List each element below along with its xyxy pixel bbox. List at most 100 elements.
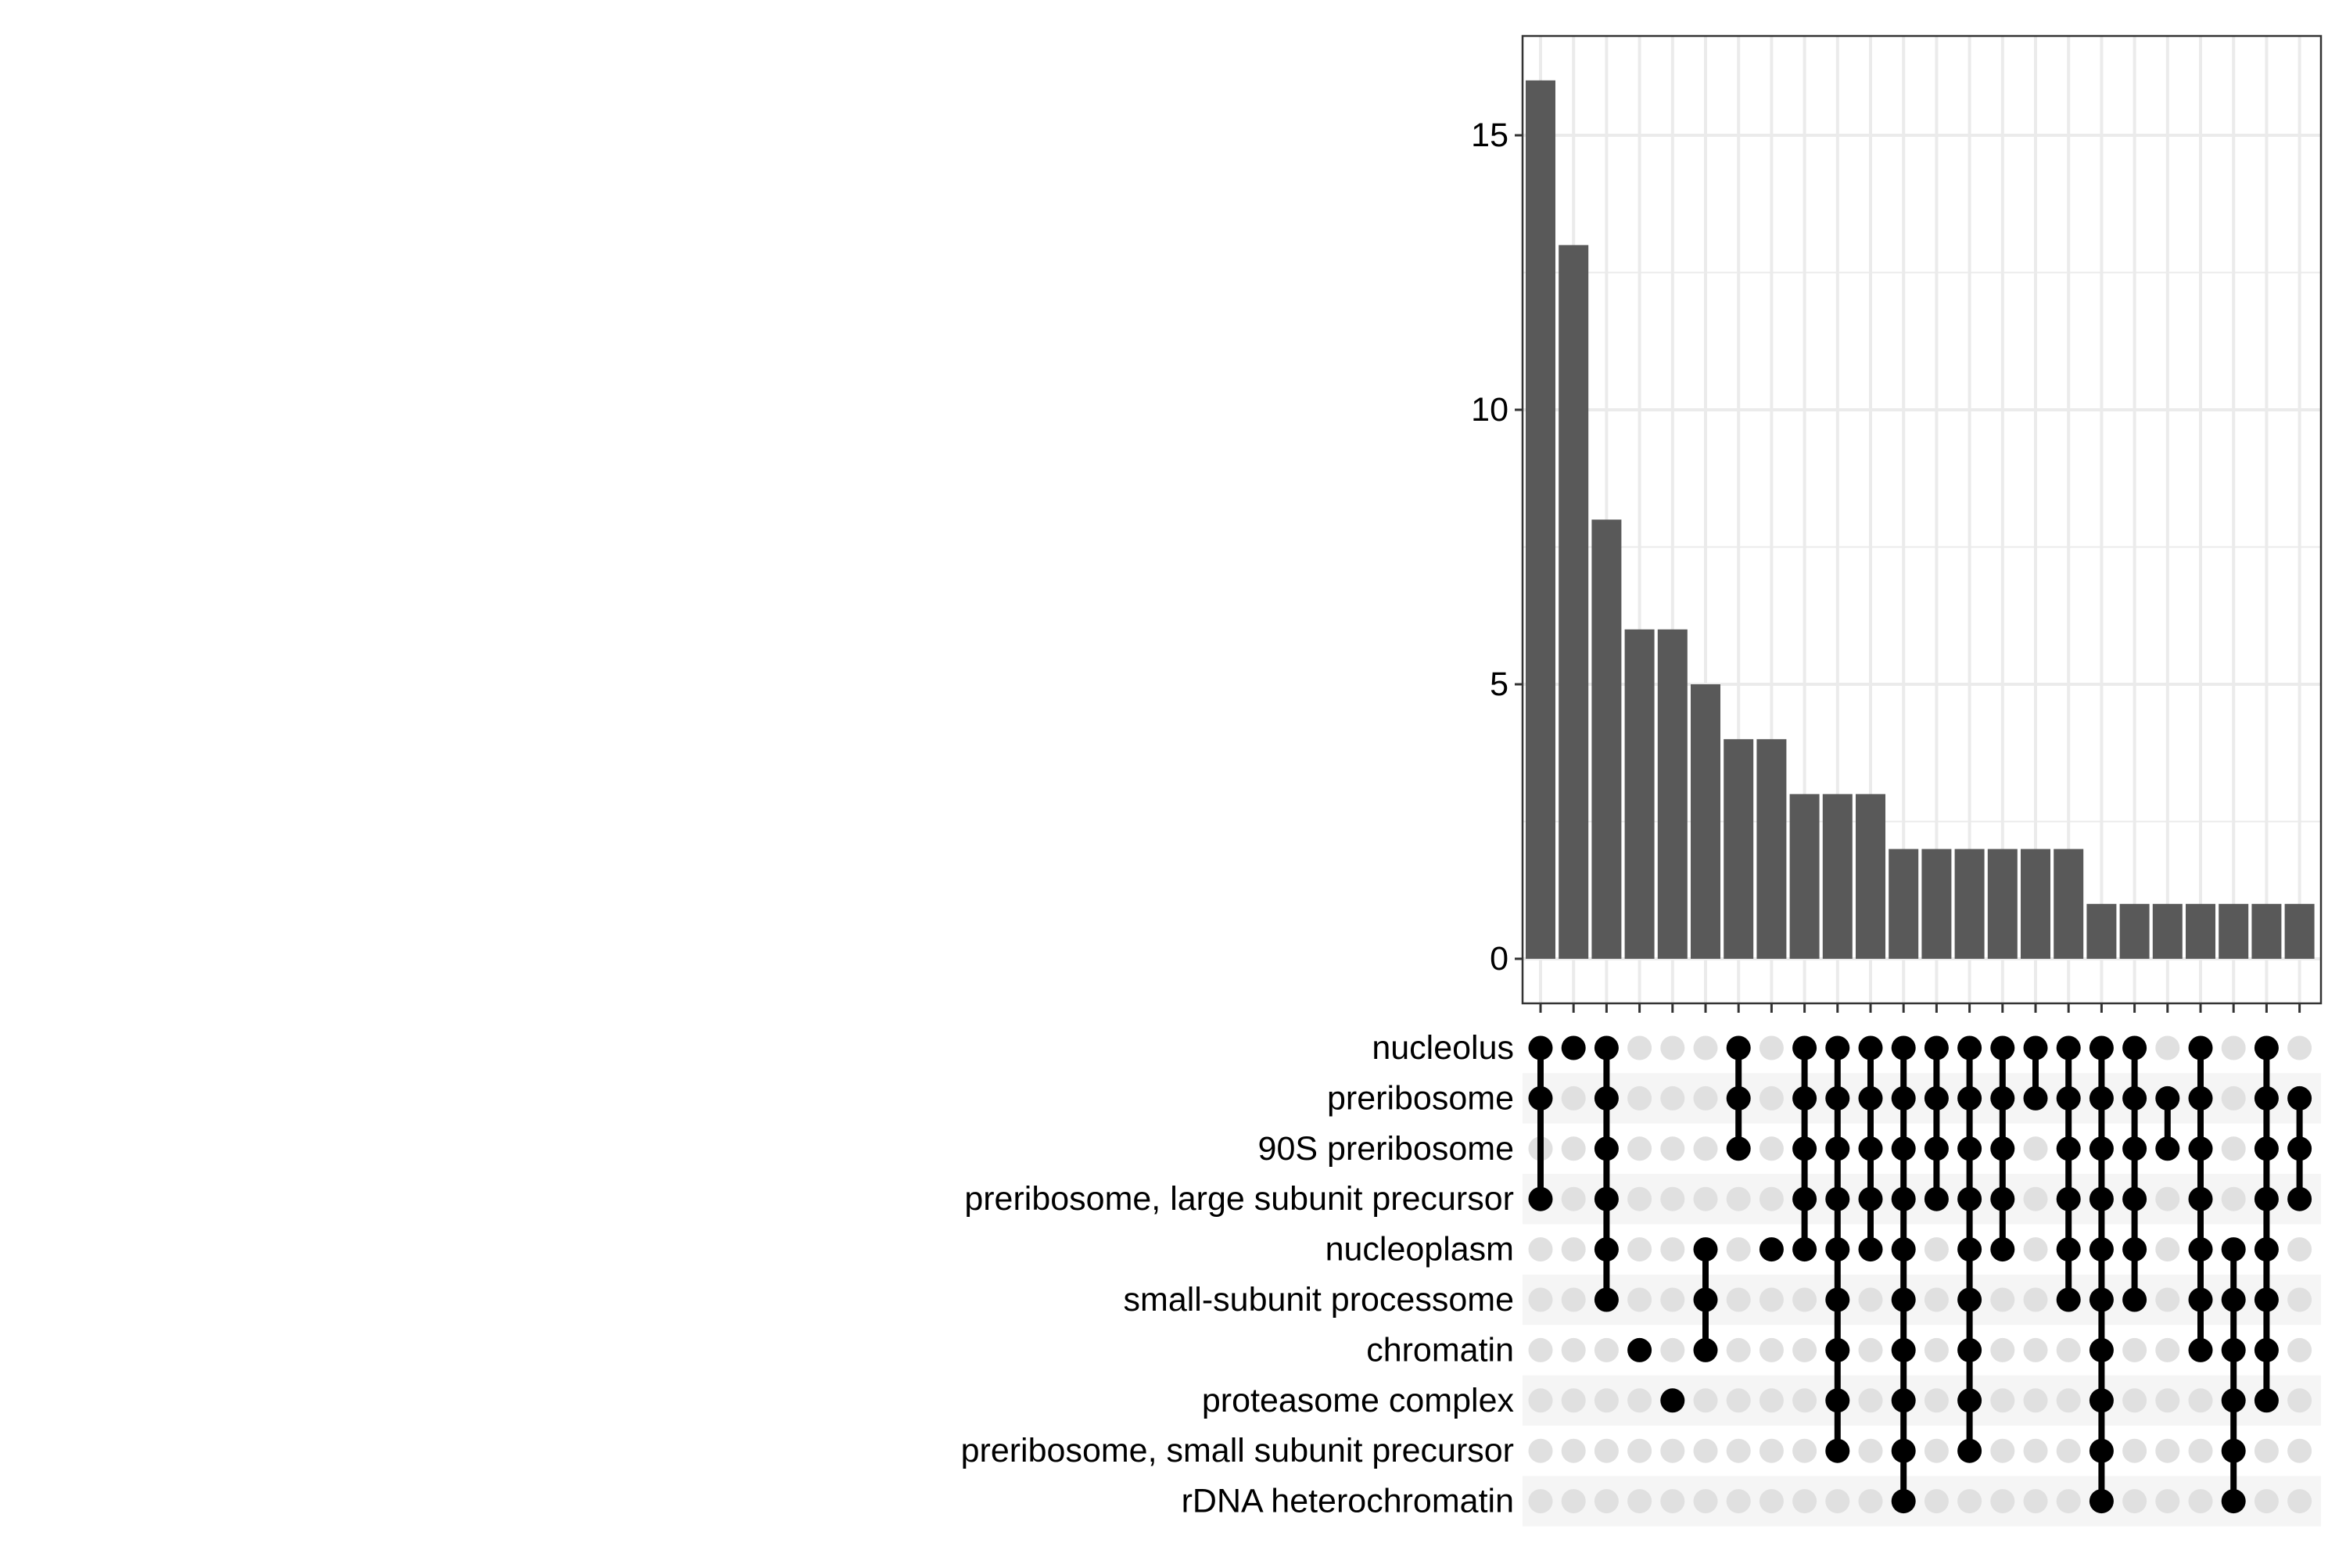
- bar: [1987, 849, 2018, 959]
- matrix-dot-off: [1924, 1489, 1949, 1514]
- matrix-dot-on: [1858, 1085, 1883, 1111]
- set-label: preribosome, large subunit precursor: [964, 1180, 1514, 1218]
- matrix-dot-off: [1726, 1287, 1751, 1312]
- matrix-dot-off: [1759, 1085, 1784, 1111]
- matrix-dot-on: [2122, 1287, 2147, 1312]
- matrix-dot-on: [2188, 1136, 2213, 1161]
- matrix-dot-off: [2155, 1489, 2180, 1514]
- matrix-dot-on: [2254, 1337, 2279, 1362]
- matrix-row-stripe: [1523, 1274, 2321, 1326]
- matrix-dot-on: [2056, 1287, 2081, 1312]
- matrix-dot-on: [1858, 1186, 1883, 1211]
- matrix-dot-off: [2122, 1388, 2147, 1413]
- matrix-dot-on: [1957, 1337, 1982, 1362]
- matrix-dot-off: [1924, 1287, 1949, 1312]
- set-label: small-subunit processome: [1124, 1281, 1514, 1319]
- matrix-dot-off: [1561, 1438, 1586, 1463]
- matrix-dot-off: [1660, 1186, 1685, 1211]
- bar: [1624, 629, 1655, 959]
- matrix-dot-on: [2188, 1085, 2213, 1111]
- matrix-dot-on: [1792, 1035, 1817, 1060]
- matrix-dot-off: [1627, 1136, 1652, 1161]
- matrix-dot-off: [1594, 1337, 1619, 1362]
- matrix-dot-off: [1693, 1035, 1718, 1060]
- bar: [1591, 519, 1622, 959]
- matrix-dot-off: [1726, 1237, 1751, 1262]
- matrix-dot-on: [1891, 1237, 1916, 1262]
- matrix-dot-off: [2287, 1035, 2312, 1060]
- matrix-dot-off: [1561, 1186, 1586, 1211]
- bar: [2186, 903, 2215, 959]
- matrix-dot-on: [1792, 1136, 1817, 1161]
- bar: [1756, 739, 1787, 959]
- matrix-dot-off: [1924, 1438, 1949, 1463]
- matrix-dot-on: [2089, 1287, 2114, 1312]
- bar-panel-background: [1523, 36, 2321, 1003]
- matrix-dot-off: [1726, 1489, 1751, 1514]
- matrix-dot-on: [1726, 1085, 1751, 1111]
- matrix-dot-off: [1561, 1287, 1586, 1312]
- matrix-dot-on: [1759, 1237, 1784, 1262]
- matrix-dot-off: [2254, 1438, 2279, 1463]
- matrix-dot-on: [2221, 1438, 2246, 1463]
- matrix-dot-off: [2122, 1337, 2147, 1362]
- bar: [2119, 903, 2150, 959]
- matrix-dot-on: [1990, 1085, 2015, 1111]
- matrix-dot-off: [1792, 1438, 1817, 1463]
- matrix-dot-off: [1693, 1438, 1718, 1463]
- matrix-dot-off: [2023, 1237, 2048, 1262]
- matrix-dot-off: [2221, 1085, 2246, 1111]
- matrix-dot-on: [2254, 1237, 2279, 1262]
- matrix-dot-off: [1957, 1489, 1982, 1514]
- matrix-dot-off: [1759, 1489, 1784, 1514]
- matrix-dot-off: [2122, 1438, 2147, 1463]
- matrix-dot-off: [1528, 1388, 1553, 1413]
- matrix-dot-on: [2056, 1085, 2081, 1111]
- bar: [2054, 849, 2084, 959]
- matrix-dot-on: [2089, 1186, 2114, 1211]
- matrix-dot-on: [2056, 1186, 2081, 1211]
- matrix-dot-on: [1825, 1186, 1850, 1211]
- matrix-dot-on: [1957, 1438, 1982, 1463]
- matrix-dot-off: [2221, 1136, 2246, 1161]
- matrix-dot-on: [1924, 1186, 1949, 1211]
- matrix-dot-off: [1561, 1337, 1586, 1362]
- matrix-dot-off: [1660, 1136, 1685, 1161]
- matrix-dot-on: [1957, 1136, 1982, 1161]
- matrix-dot-on: [1627, 1337, 1652, 1362]
- matrix-dot-off: [1627, 1438, 1652, 1463]
- matrix-dot-on: [1594, 1237, 1619, 1262]
- matrix-dot-on: [2122, 1085, 2147, 1111]
- matrix-dot-off: [2023, 1186, 2048, 1211]
- matrix-dot-off: [1858, 1438, 1883, 1463]
- matrix-dot-off: [2056, 1489, 2081, 1514]
- matrix-dot-off: [1627, 1085, 1652, 1111]
- matrix-dot-on: [1924, 1035, 1949, 1060]
- set-label: proteasome complex: [1202, 1382, 1515, 1419]
- matrix-dot-on: [2089, 1035, 2114, 1060]
- matrix-dot-off: [2023, 1438, 2048, 1463]
- matrix-dot-on: [2089, 1136, 2114, 1161]
- matrix-dot-off: [2155, 1035, 2180, 1060]
- matrix-dot-on: [2155, 1136, 2180, 1161]
- bar: [1889, 849, 1919, 959]
- matrix-dot-off: [1693, 1388, 1718, 1413]
- set-label: rDNA heterochromatin: [1182, 1483, 1514, 1520]
- matrix-dot-on: [1561, 1035, 1586, 1060]
- matrix-dot-on: [1924, 1085, 1949, 1111]
- matrix-dot-on: [2254, 1186, 2279, 1211]
- matrix-dot-on: [1792, 1237, 1817, 1262]
- matrix-dot-off: [1924, 1337, 1949, 1362]
- matrix-dot-off: [2287, 1287, 2312, 1312]
- matrix-dot-on: [1825, 1136, 1850, 1161]
- matrix-dot-on: [1891, 1438, 1916, 1463]
- matrix-dot-off: [1660, 1287, 1685, 1312]
- matrix-dot-on: [1528, 1186, 1553, 1211]
- matrix-dot-off: [2122, 1489, 2147, 1514]
- matrix-dot-off: [1693, 1186, 1718, 1211]
- matrix-dot-on: [1957, 1186, 1982, 1211]
- matrix-dot-off: [2023, 1136, 2048, 1161]
- matrix-dot-on: [2188, 1186, 2213, 1211]
- matrix-dot-off: [2188, 1438, 2213, 1463]
- matrix-dot-off: [1660, 1489, 1685, 1514]
